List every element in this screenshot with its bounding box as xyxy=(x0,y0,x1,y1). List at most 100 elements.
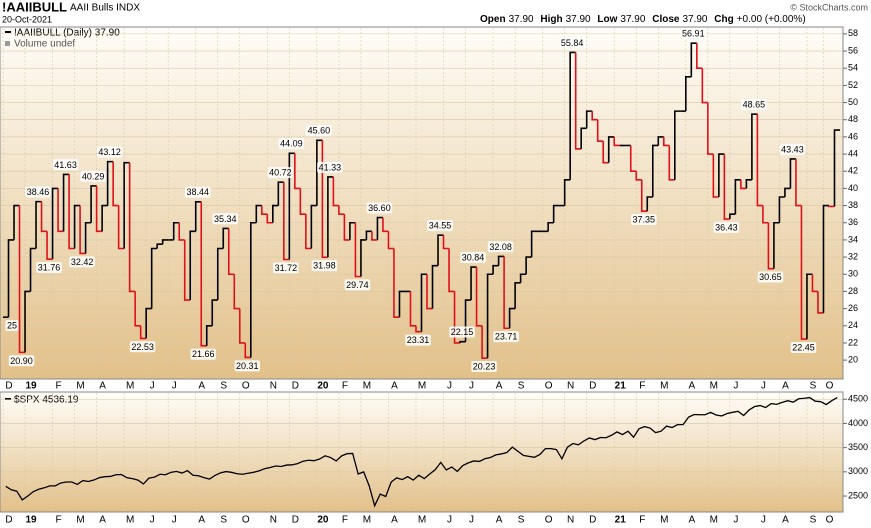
x-tick-label: O xyxy=(826,381,834,392)
value-label: 45.60 xyxy=(308,126,331,136)
step xyxy=(294,153,301,190)
step xyxy=(585,110,593,129)
value-label: 55.84 xyxy=(561,38,584,48)
value-label: 20.31 xyxy=(236,361,259,371)
value-label: 25 xyxy=(7,321,17,331)
x-tick-label: A xyxy=(782,381,789,392)
step xyxy=(46,231,53,260)
value-label-box xyxy=(190,348,217,360)
x-tick-label: D xyxy=(5,381,12,392)
value-label-box xyxy=(273,262,299,274)
value-label-box xyxy=(471,361,497,373)
step xyxy=(134,291,141,327)
y-tick-label: 58 xyxy=(848,28,858,38)
x-tick-label: D xyxy=(589,381,596,392)
step xyxy=(112,161,119,207)
x-tick-label: O xyxy=(242,515,250,526)
step xyxy=(607,136,615,163)
value-label: 31.72 xyxy=(275,263,298,273)
value-label-box xyxy=(713,221,740,233)
step xyxy=(349,221,356,240)
quote-label: Low xyxy=(597,14,617,25)
x-tick-label: M xyxy=(126,381,134,392)
value-label-box xyxy=(449,326,475,338)
step xyxy=(354,222,361,278)
value-label: 41.63 xyxy=(54,160,77,170)
quote-value: 37.90 xyxy=(566,14,591,25)
date: 20-Oct-2021 xyxy=(2,14,52,24)
step xyxy=(784,187,791,197)
value-label: 48.65 xyxy=(743,100,766,110)
step xyxy=(79,205,86,255)
step xyxy=(178,222,185,241)
y-tick-label: 40 xyxy=(848,183,858,193)
value-label-box xyxy=(493,331,519,343)
legend-swatch xyxy=(5,31,11,33)
x-tick-label: J xyxy=(761,515,766,526)
x-tick-label: A xyxy=(688,515,695,526)
x-tick-label: S xyxy=(518,515,525,526)
step xyxy=(740,179,747,190)
value-label: 32.08 xyxy=(489,242,512,252)
value-label-box xyxy=(405,334,431,346)
value-label: 36.43 xyxy=(715,222,738,232)
value-label-box xyxy=(5,320,19,332)
value-label-box xyxy=(278,138,305,150)
step xyxy=(591,111,598,121)
value-label-box xyxy=(129,341,156,353)
step xyxy=(7,239,15,318)
x-tick-label: N xyxy=(270,515,277,526)
value-label: 38.46 xyxy=(27,187,50,197)
x-tick-label: 21 xyxy=(615,381,627,392)
step xyxy=(310,204,317,249)
quote: Open 37.90 High 37.90 Low 37.90 Close 37.90 … xyxy=(480,14,806,25)
step xyxy=(227,228,235,276)
y-tick-label: 4000 xyxy=(848,418,868,428)
step xyxy=(128,162,136,293)
step xyxy=(833,129,840,207)
x-tick-label: A xyxy=(496,381,503,392)
x-tick-label: J xyxy=(761,381,766,392)
step xyxy=(24,290,31,353)
x-tick-label: 20 xyxy=(317,381,329,392)
x-tick-label: O xyxy=(242,381,250,392)
value-label-box xyxy=(267,167,294,179)
y-tick-label: 4500 xyxy=(848,394,868,404)
value-label: 40.72 xyxy=(269,168,292,178)
x-tick-label: S xyxy=(220,381,227,392)
x-tick-label: J xyxy=(172,381,177,392)
step xyxy=(277,181,284,206)
y-tick-label: 38 xyxy=(848,200,858,210)
step xyxy=(503,256,510,330)
step xyxy=(338,205,345,215)
quote-value: 37.90 xyxy=(682,14,707,25)
y-tick-label: 36 xyxy=(848,217,858,227)
x-tick-label: O xyxy=(826,515,834,526)
value-label: 20.90 xyxy=(10,356,33,366)
y-tick-label: 24 xyxy=(848,320,858,330)
step xyxy=(674,110,681,180)
step xyxy=(481,325,488,359)
step xyxy=(492,264,499,275)
quote-text: Open 37.90 High 37.90 Low 37.90 Close 37.90 … xyxy=(480,14,806,25)
quote-value: 37.90 xyxy=(620,14,645,25)
x-tick-label: 21 xyxy=(615,515,627,526)
step xyxy=(762,205,769,224)
x-tick-label: 19 xyxy=(25,381,37,392)
x-tick-label: F xyxy=(639,381,645,392)
x-tick-label: M xyxy=(76,381,84,392)
x-tick-label: A xyxy=(391,515,398,526)
x-tick-label: A xyxy=(391,381,398,392)
x-tick-label: F xyxy=(639,515,645,526)
value-label-box xyxy=(311,260,338,272)
value-label-box xyxy=(184,186,211,198)
step xyxy=(211,299,218,326)
step xyxy=(249,221,257,358)
step xyxy=(662,136,670,147)
step xyxy=(822,204,829,313)
y-tick-label: 28 xyxy=(848,286,858,296)
spx-panel xyxy=(0,391,844,513)
step xyxy=(723,154,730,220)
step xyxy=(161,239,169,245)
